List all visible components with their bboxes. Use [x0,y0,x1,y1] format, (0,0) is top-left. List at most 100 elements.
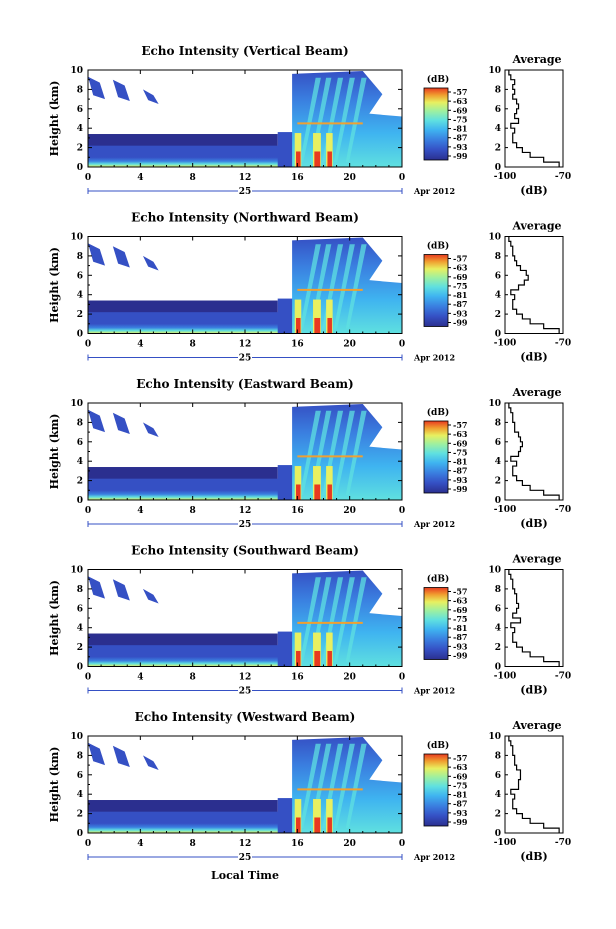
upper-echo-1 [88,243,106,266]
fall-streak-5 [345,743,367,829]
y-tick-label: 6 [77,771,83,781]
colorbar-tick-label: -93 [453,142,468,152]
average-title: Average [511,553,561,566]
core-peak-2 [314,817,321,833]
colorbar-tick-label: -93 [453,475,468,485]
upper-echo-2 [112,412,130,435]
y-tick-label: 6 [77,604,83,614]
average-title: Average [511,220,561,233]
colorbar-tick-label: -87 [453,799,467,809]
day-label-bg [238,684,252,695]
y-tick-label: 10 [70,566,83,576]
colorbar-tick-label: -99 [453,651,468,661]
panel-title: Echo Intensity (Northward Beam) [131,211,359,225]
avg-y-tick-label: 4 [495,291,501,301]
fall-streak-5 [345,244,367,329]
panel-title: Echo Intensity (Eastward Beam) [136,377,353,391]
surface-layer [88,490,402,500]
avg-y-tick-label: 8 [495,585,501,595]
colorbar-tick-label: -99 [453,817,468,827]
avg-y-tick-label: 6 [495,438,501,448]
y-tick-label: 8 [77,85,83,95]
day-label-bg [238,351,252,362]
panel-title: Echo Intensity (Westward Beam) [135,710,356,724]
fall-streak-1 [299,77,321,163]
x-tick-label: 4 [137,340,143,350]
colorbar-tick-label: -69 [453,272,468,282]
melting-layer [297,621,363,624]
x-tick-label: 12 [239,673,252,683]
colorbar-tick-label: -75 [453,780,467,790]
colorbar-tick-label: -69 [453,438,468,448]
y-tick-label: 8 [77,418,83,428]
core-1 [294,299,302,334]
surface-layer [88,323,402,334]
y-axis-label: Height (km) [48,414,61,490]
y-tick-label: 4 [77,457,83,467]
upper-echo-3 [142,588,159,604]
y-tick-label: 6 [77,105,83,115]
x-tick-label: 16 [291,340,304,350]
core-peak-1 [296,151,301,167]
avg-x-tick-label: -70 [555,505,571,515]
average-title: Average [511,719,561,732]
core-peak-3 [327,817,332,833]
colorbar-tick-label: -63 [453,96,468,106]
core-3 [326,799,333,833]
fall-streak-1 [299,244,321,329]
core-2 [313,299,321,334]
upper-echo-3 [142,422,159,437]
y-tick-label: 8 [77,751,83,761]
core-3 [326,133,333,167]
colorbar-tick-label: -75 [453,614,467,624]
colorbar-tick-label: -75 [453,114,467,124]
y-tick-label: 4 [77,790,83,800]
x-tick-label: 0 [399,340,405,350]
avg-x-tick-label: -70 [555,172,571,182]
y-tick-label: 2 [77,810,83,820]
fall-streak-4 [333,244,355,329]
x-tick-label: 4 [137,506,143,516]
avg-y-tick-label: 8 [495,85,501,95]
average-profile-line [508,569,560,667]
core-peak-3 [327,650,332,667]
colorbar-tick-label: -99 [453,484,468,494]
y-axis-label: Height (km) [48,247,61,323]
colorbar-tick-label: -57 [453,254,467,264]
y-tick-label: 6 [77,271,83,281]
echo-field [88,237,402,334]
avg-y-tick-label: 0 [495,663,501,673]
average-frame [504,402,564,501]
panel-title: Echo Intensity (Vertical Beam) [141,44,348,58]
upper-echo-2 [112,79,130,102]
colorbar-tick-label: -63 [453,762,468,772]
colorbar-label: (dB) [427,241,449,252]
average-title: Average [511,386,561,399]
core-peak-2 [314,650,321,667]
upper-echo-2 [112,745,130,768]
core-peak-2 [314,151,321,167]
melting-layer [297,288,363,291]
avg-y-tick-label: 8 [495,252,501,262]
colorbar-tick-label: -87 [453,133,467,143]
y-tick-label: 6 [77,438,83,448]
x-tick-label: 12 [239,506,252,516]
y-tick-label: 4 [77,624,83,634]
date-label: Apr 2012 [413,519,455,529]
core-peak-1 [296,484,301,500]
avg-y-tick-label: 0 [495,330,501,340]
x-tick-label: 20 [343,340,356,350]
colorbar [423,254,449,327]
colorbar-label: (dB) [427,574,449,585]
average-profile-line [508,70,560,167]
average-frame [504,735,564,834]
date-label: Apr 2012 [413,852,455,862]
colorbar-tick-label: -87 [453,466,467,476]
upper-echo-3 [142,255,159,271]
core-peak-2 [314,484,321,500]
x-tick-label: 8 [190,173,196,183]
core-peak-3 [327,151,332,167]
y-tick-label: 2 [77,310,83,320]
surface-layer [88,157,402,167]
y-tick-label: 8 [77,252,83,262]
